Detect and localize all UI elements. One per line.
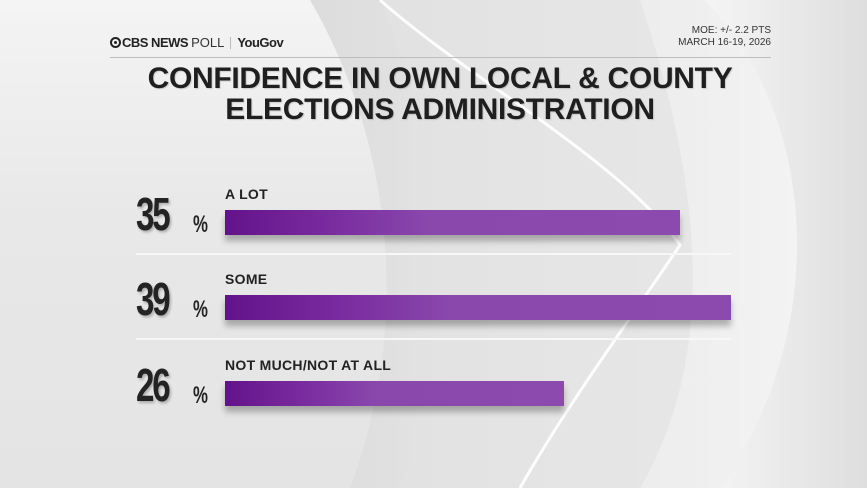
- percent-value: 26 %: [136, 359, 208, 411]
- poll-meta: MOE: +/- 2.2 PTS MARCH 16-19, 2026: [678, 25, 771, 49]
- brand-separator: [230, 36, 232, 49]
- bar-label: NOT MUCH/NOT AT ALL: [225, 357, 392, 373]
- brand-cbs: CBS NEWS: [122, 35, 189, 50]
- bar-row-not-much: 26 % NOT MUCH/NOT AT ALL: [136, 357, 736, 417]
- brand-partner: YouGov: [237, 35, 284, 50]
- percent-value: 39 %: [136, 273, 208, 325]
- brand-poll: POLL: [191, 35, 225, 50]
- poll-header: CBS NEWS POLL YouGov MOE: +/- 2.2 PTS MA…: [110, 25, 771, 58]
- title-line-1: CONFIDENCE IN OWN LOCAL & COUNTY: [147, 62, 733, 95]
- bar-row-some: 39 % SOME: [136, 271, 736, 331]
- title-line-2: ELECTIONS ADMINISTRATION: [225, 93, 655, 126]
- bar: [225, 210, 680, 235]
- chart-title: CONFIDENCE IN OWN LOCAL & COUNTY ELECTIO…: [100, 63, 780, 125]
- bar-label: SOME: [225, 271, 268, 287]
- poll-dates: MARCH 16-19, 2026: [678, 37, 771, 48]
- cbs-eye-icon: [110, 37, 121, 48]
- divider: [136, 253, 731, 255]
- percent-value: 35 %: [136, 188, 208, 240]
- bar: [225, 381, 564, 406]
- divider: [136, 338, 731, 340]
- margin-of-error: MOE: +/- 2.2 PTS: [691, 25, 771, 36]
- bar-label: A LOT: [225, 186, 268, 202]
- bar: [225, 295, 731, 320]
- bar-row-a-lot: 35 % A LOT: [136, 186, 736, 246]
- brand-logo: CBS NEWS POLL YouGov: [110, 35, 284, 50]
